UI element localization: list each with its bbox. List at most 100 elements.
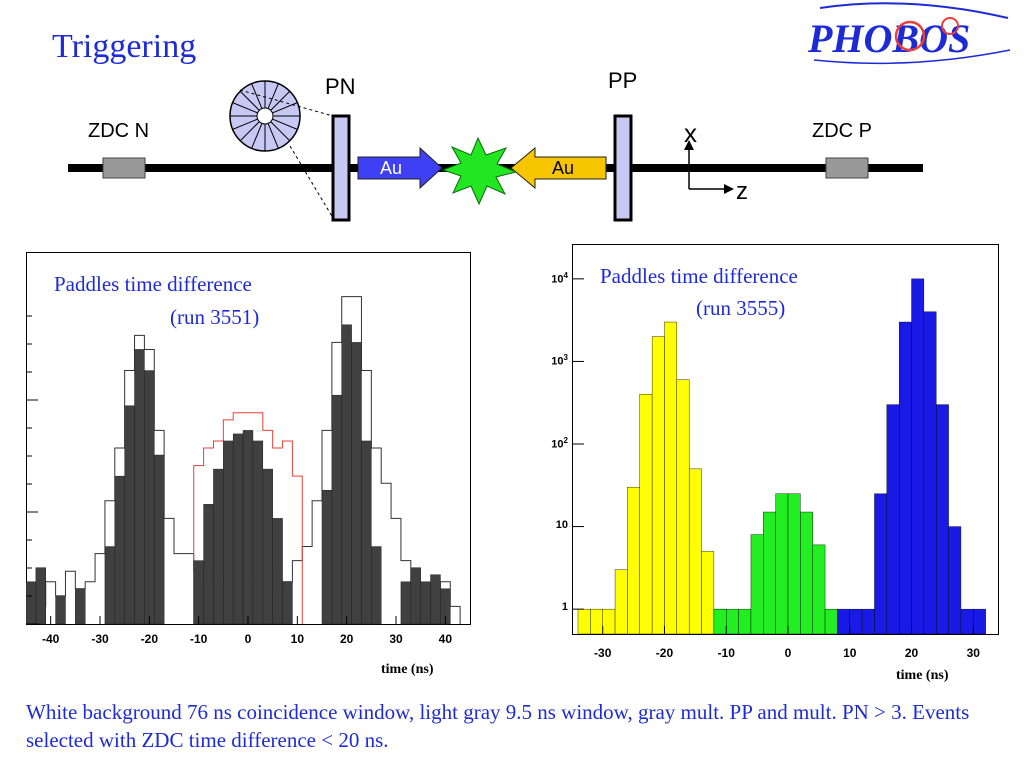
left-bar-filled	[351, 342, 362, 625]
right-bar	[590, 608, 603, 635]
left-bar-filled	[321, 489, 333, 625]
left-bar-filled	[331, 394, 342, 625]
left-bar-filled	[154, 454, 165, 625]
left-xtick-label: -30	[91, 632, 109, 646]
right-bar	[800, 511, 813, 635]
left-bar-filled	[124, 405, 135, 625]
left-bar-filled	[134, 349, 145, 625]
zdc-p-label: ZDC P	[812, 120, 872, 142]
left-bar-filled	[55, 595, 66, 625]
right-bar	[750, 534, 764, 635]
paddle-wheel-icon	[229, 80, 301, 152]
left-bar-filled	[26, 581, 37, 625]
pp-label: PP	[608, 68, 638, 93]
right-bar	[701, 551, 715, 635]
left-xtick-label: -10	[189, 632, 208, 646]
au-beam-arrow-right	[510, 146, 607, 190]
left-xtick-label: 10	[290, 632, 305, 646]
right-ytick-label: 104	[551, 270, 568, 286]
right-ytick-label: 1	[561, 601, 568, 614]
right-bar	[948, 526, 962, 635]
right-bar	[577, 608, 591, 635]
right-bar	[614, 569, 628, 635]
right-chart-subtitle: (run 3555)	[696, 296, 786, 320]
right-xtick-label: -10	[717, 646, 735, 660]
zdc-n-label: ZDC N	[88, 120, 150, 142]
left-x-axis-title: time (ns)	[381, 662, 434, 677]
right-bar	[713, 608, 727, 635]
left-bar-filled	[272, 518, 283, 625]
right-ytick-label: 102	[551, 436, 568, 451]
left-series-red-outline	[193, 412, 303, 624]
left-bar-filled	[75, 588, 86, 625]
slide-caption: White background 76 ns coincidence windo…	[26, 700, 970, 752]
right-xtick-label: 20	[904, 646, 919, 660]
left-bar-filled	[144, 370, 155, 625]
left-bar-filled	[400, 581, 412, 625]
right-bar	[837, 608, 850, 635]
histogram-run-3551	[26, 252, 471, 625]
collision-star-icon	[441, 136, 518, 206]
right-ytick-label: 10	[555, 518, 568, 531]
zdc-p-box	[825, 157, 869, 179]
left-xtick-label: -20	[140, 632, 158, 646]
left-bar-filled	[361, 440, 372, 625]
left-bar-filled	[242, 430, 254, 625]
left-bar-filled	[35, 567, 46, 625]
pn-label: PN	[325, 74, 356, 99]
detector-diagram	[68, 80, 923, 222]
left-xtick-label: 20	[339, 632, 354, 646]
right-bar	[775, 493, 789, 635]
right-bar	[911, 278, 925, 635]
au-right-label: Au	[552, 158, 575, 178]
right-xtick-label: -20	[655, 646, 674, 660]
right-bar	[676, 379, 690, 635]
left-xtick-label: -40	[41, 632, 60, 646]
right-bar	[651, 336, 665, 635]
right-xtick-label: -30	[594, 646, 612, 660]
left-bar-filled	[262, 468, 273, 625]
right-bar	[886, 404, 900, 635]
pp-paddle	[613, 114, 633, 222]
right-bar	[726, 608, 739, 635]
left-bar-filled	[232, 433, 244, 625]
right-x-axis-title: time (ns)	[896, 668, 949, 683]
axis-z-label: z	[736, 178, 748, 205]
left-chart-subtitle: (run 3551)	[170, 305, 260, 329]
zdc-n-box	[102, 157, 146, 179]
right-bar	[898, 321, 912, 635]
phobos-logo: PHOBOS	[807, 2, 1011, 65]
left-bar-filled	[104, 546, 116, 625]
right-bar	[787, 493, 801, 635]
left-bar-filled	[252, 440, 264, 625]
right-bar	[639, 394, 653, 635]
left-bar-filled	[193, 560, 204, 625]
left-xtick-label: 0	[244, 632, 252, 646]
right-bar	[936, 404, 949, 635]
left-bar-filled	[282, 581, 293, 625]
right-bar	[738, 608, 752, 635]
axis-x-label: x	[684, 118, 697, 148]
right-bar	[812, 544, 826, 635]
left-bar-filled	[430, 574, 441, 625]
left-xtick-label: 40	[438, 632, 453, 646]
right-bar	[861, 608, 875, 635]
slide-title: Triggering	[52, 28, 197, 65]
left-bar-filled	[410, 567, 421, 625]
right-ytick-label: 103	[551, 353, 568, 369]
right-bar	[874, 493, 888, 635]
au-left-label: Au	[380, 158, 403, 178]
right-bar	[923, 311, 937, 635]
left-bar-filled	[420, 581, 431, 625]
right-bar	[973, 608, 986, 635]
right-bar	[627, 486, 640, 635]
right-bar	[688, 468, 702, 635]
right-xtick-label: 30	[966, 646, 980, 660]
right-xtick-label: 10	[843, 646, 857, 660]
right-bar	[849, 608, 863, 635]
pn-paddle	[331, 114, 351, 222]
histogram-run-3555	[572, 244, 999, 635]
au-beam-arrow-left	[357, 146, 443, 190]
left-bar-filled	[114, 475, 125, 625]
left-xtick-label: 30	[389, 632, 403, 646]
